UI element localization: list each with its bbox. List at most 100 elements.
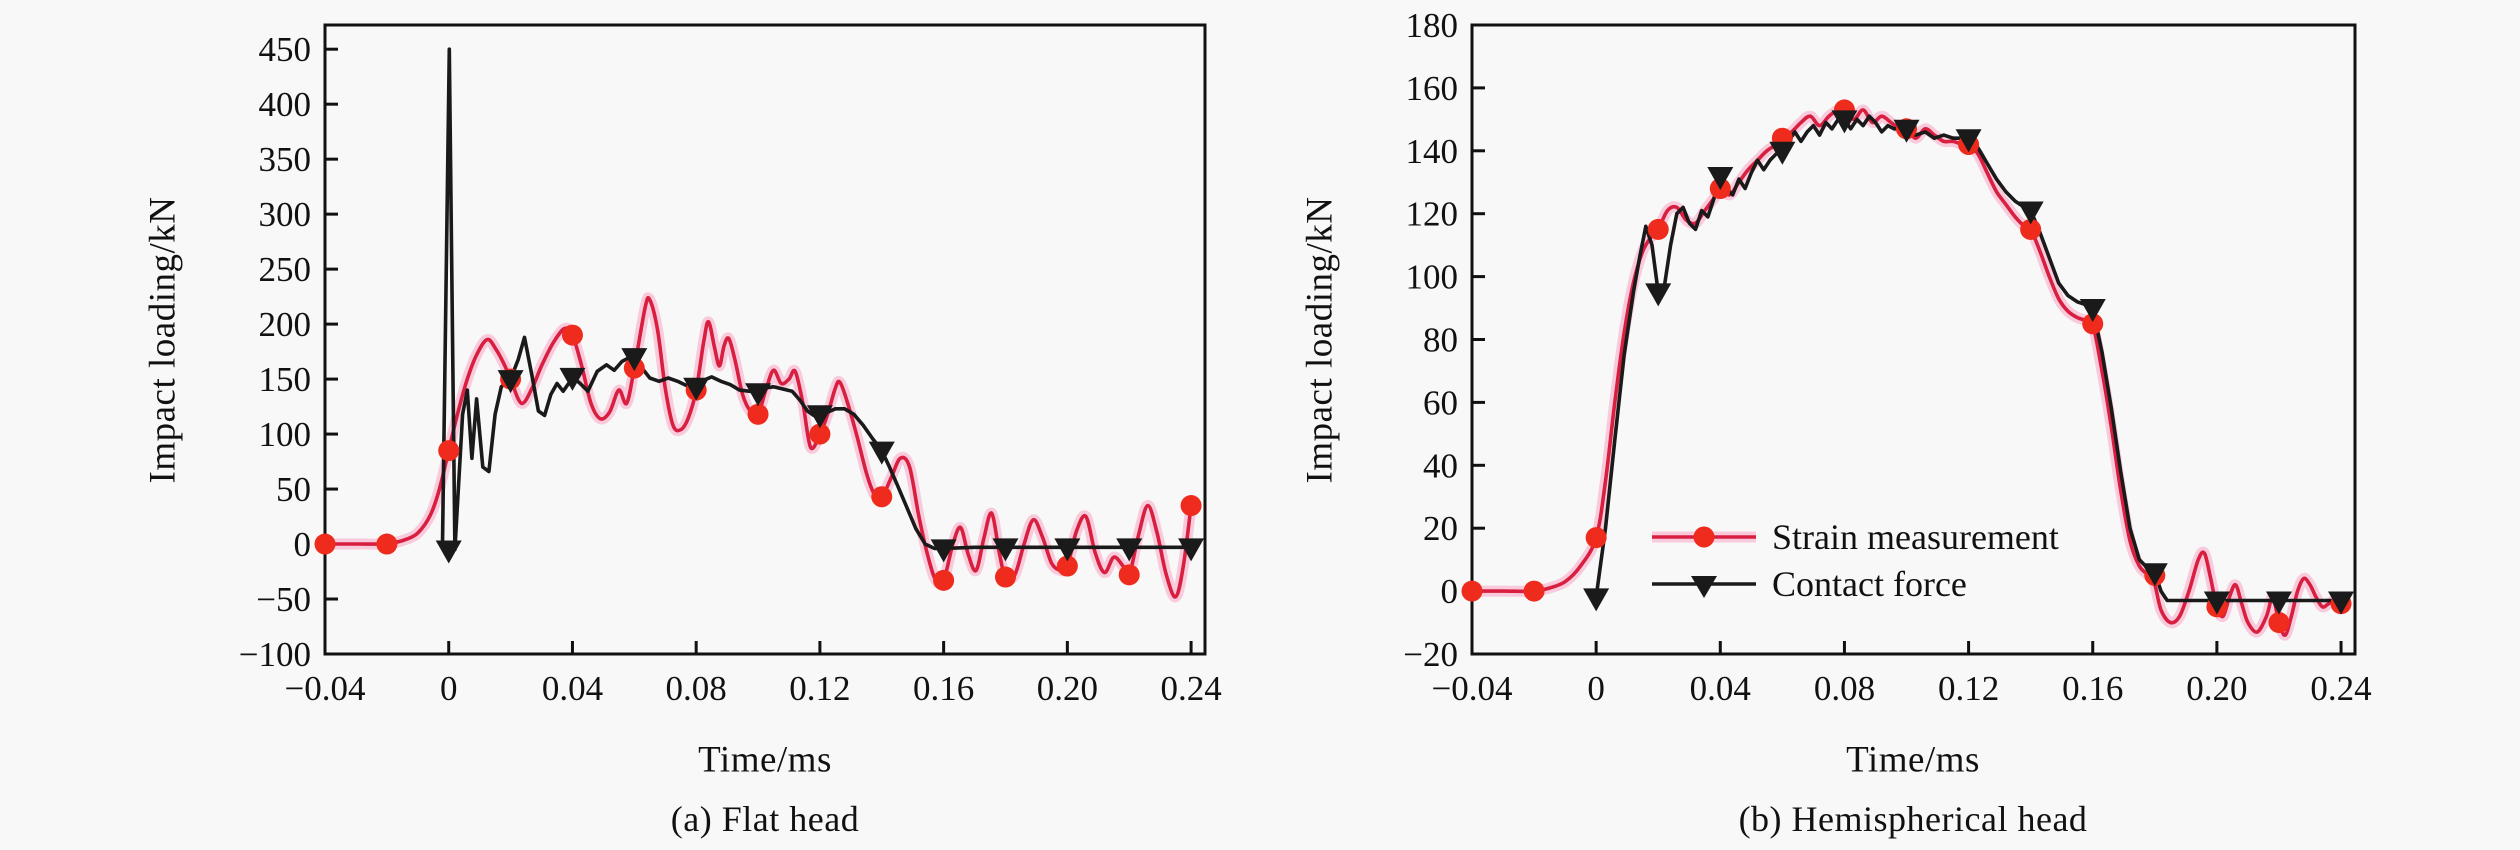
- strain-marker: [2268, 612, 2290, 634]
- caption-a: (a) Flat head: [670, 799, 860, 839]
- contact-marker: [1645, 283, 1672, 307]
- x-tick-label: 0.12: [1938, 669, 1999, 708]
- legend-label: Strain measurement: [1772, 517, 2059, 557]
- contact-marker: [2328, 591, 2355, 615]
- y-tick-label: 0: [1441, 572, 1459, 611]
- x-tick-label: −0.04: [285, 669, 366, 708]
- x-tick-label: 0.20: [2186, 669, 2247, 708]
- contact-marker: [1831, 110, 1858, 134]
- x-tick-label: 0.08: [666, 669, 727, 708]
- contact-marker: [992, 538, 1019, 562]
- y-tick-label: 350: [259, 140, 312, 179]
- contact-marker: [683, 377, 710, 401]
- legend-circle-marker: [1693, 526, 1715, 548]
- y-axis-title-a: Impact loading/kN: [142, 196, 184, 484]
- y-tick-label: −100: [239, 635, 311, 674]
- y-tick-label: 100: [259, 415, 312, 454]
- x-tick-label: 0: [440, 669, 458, 708]
- strain-marker: [747, 403, 769, 425]
- strain-marker: [561, 324, 583, 346]
- y-axis-title-b: Impact loading/kN: [1299, 196, 1341, 484]
- strain-marker: [314, 533, 336, 555]
- y-tick-label: 180: [1406, 6, 1459, 45]
- x-axis-title-b: Time/ms: [1846, 739, 1980, 781]
- chart-a: −0.04 0 0.04 0.08 0.12 0.16 0.20 0.24 450 400 350 3…: [239, 23, 1222, 708]
- strain-marker: [1180, 495, 1202, 517]
- contact-markers: [435, 348, 1205, 564]
- contact-marker: [1893, 119, 1920, 143]
- x-tick-label: 0: [1587, 669, 1605, 708]
- strain-marker: [1056, 555, 1078, 577]
- strain-marker: [809, 423, 831, 445]
- contact-marker: [2203, 591, 2230, 615]
- y-tick-label: 300: [259, 195, 312, 234]
- contact-marker: [1769, 141, 1796, 165]
- strain-marker: [1523, 580, 1545, 602]
- y-tick-label: 400: [259, 85, 312, 124]
- contact-marker: [497, 370, 524, 394]
- strain-marker: [994, 566, 1016, 588]
- y-tick-label: 80: [1423, 321, 1458, 360]
- strain-marker: [1118, 564, 1140, 586]
- plot-frame: [1470, 23, 2357, 656]
- strain-marker: [1647, 218, 1669, 240]
- legend-item: Strain measurement: [1652, 517, 2059, 557]
- x-tick-label: 0.16: [913, 669, 974, 708]
- x-tick-label: 0.08: [1814, 669, 1875, 708]
- x-tick-label: 0.12: [789, 669, 850, 708]
- contact-marker: [559, 367, 586, 391]
- curves: [325, 47, 1197, 603]
- y-tick-label: 140: [1406, 132, 1459, 171]
- legend-item: Contact force: [1652, 564, 1967, 604]
- contact-line: [440, 47, 1193, 552]
- y-tick-label: 160: [1406, 69, 1459, 108]
- caption-b: (b) Hemispherical head: [1738, 799, 2088, 839]
- contact-marker: [621, 348, 648, 372]
- contact-marker: [2079, 299, 2106, 323]
- strain-marker: [933, 569, 955, 591]
- contact-markers: [1583, 110, 2355, 615]
- strain-marker: [376, 533, 398, 555]
- contact-marker: [1116, 538, 1143, 562]
- y-tick-label: 40: [1423, 446, 1458, 485]
- legend-label: Contact force: [1772, 564, 1967, 604]
- x-tick-label: 0.04: [1690, 669, 1751, 708]
- contact-marker: [2265, 591, 2292, 615]
- plot-frame: [323, 23, 1207, 656]
- x-tick-label: 0.20: [1037, 669, 1098, 708]
- strain-marker: [2020, 218, 2042, 240]
- x-tick-label: 0.24: [2310, 669, 2371, 708]
- y-tick-label: 60: [1423, 383, 1458, 422]
- contact-marker: [2017, 201, 2044, 225]
- y-tick-label: 450: [259, 30, 312, 69]
- contact-marker: [806, 405, 833, 429]
- y-tick-label: 100: [1406, 258, 1459, 297]
- y-tick-label: 200: [259, 305, 312, 344]
- strain-marker: [1461, 580, 1483, 602]
- x-tick-label: −0.04: [1432, 669, 1513, 708]
- x-tick-label: 0.24: [1160, 669, 1221, 708]
- strain-marker: [438, 440, 460, 462]
- y-tick-label: 150: [259, 360, 312, 399]
- legend: Strain measurement Contact force: [1652, 517, 2059, 604]
- contact-marker: [1707, 166, 1734, 190]
- y-tick-label: 50: [276, 470, 311, 509]
- strain-line: [325, 295, 1193, 599]
- y-tick-label: 250: [259, 250, 312, 289]
- strain-marker: [1585, 527, 1607, 549]
- contact-marker: [1054, 538, 1081, 562]
- y-tick-label: 20: [1423, 509, 1458, 548]
- legend-triangle-marker: [1691, 576, 1717, 598]
- y-tick-label: −20: [1403, 635, 1458, 674]
- contact-marker: [930, 539, 957, 563]
- contact-marker: [745, 383, 772, 407]
- x-axis-title-a: Time/ms: [698, 739, 832, 781]
- contact-marker: [1178, 538, 1205, 562]
- contact-marker: [435, 540, 462, 564]
- contact-marker: [2141, 563, 2168, 587]
- y-tick-label: 0: [294, 525, 312, 564]
- x-tick-label: 0.16: [2062, 669, 2123, 708]
- contact-marker: [868, 441, 895, 465]
